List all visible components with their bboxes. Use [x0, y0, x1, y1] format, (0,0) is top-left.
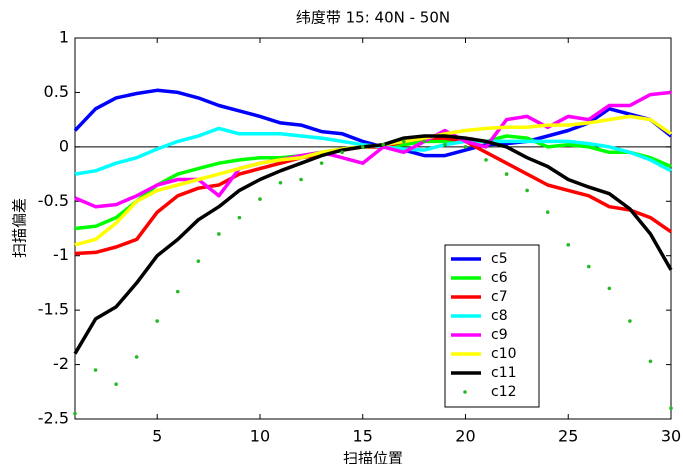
legend-label: c5: [491, 251, 508, 267]
data-point: [525, 188, 529, 193]
legend-marker: [463, 390, 467, 394]
chart-title: 纬度带 15: 40N - 50N: [296, 9, 450, 27]
legend-label: c12: [491, 384, 517, 400]
data-point: [258, 197, 262, 201]
data-point: [175, 289, 180, 294]
series-line: [73, 134, 673, 355]
data-point: [402, 139, 406, 144]
data-point: [628, 319, 632, 323]
data-point: [443, 142, 447, 147]
data-point: [484, 158, 488, 162]
data-point: [607, 286, 612, 291]
legend-box: [444, 244, 540, 408]
y-tick-label: -2.5: [38, 409, 69, 428]
x-tick-label: 25: [558, 427, 578, 446]
legend-label: c7: [491, 289, 508, 305]
x-tick-label: 10: [250, 427, 270, 446]
data-point: [545, 210, 550, 214]
y-tick-label: -1: [53, 245, 69, 264]
y-tick-label: 0: [59, 136, 69, 155]
y-tick-label: -1.5: [38, 300, 69, 319]
legend-label: c11: [491, 365, 517, 381]
x-tick-label: 15: [353, 427, 373, 446]
data-point: [340, 150, 344, 155]
data-point: [586, 264, 591, 269]
legend-label: c8: [491, 308, 508, 324]
data-point: [155, 319, 160, 323]
legend-label: c9: [491, 327, 508, 343]
legend-label: c6: [491, 270, 508, 286]
series-line: [74, 90, 672, 209]
y-axis-label: 扫描偏差: [11, 198, 29, 258]
data-point: [237, 215, 242, 220]
data-point: [463, 145, 468, 149]
x-tick-label: 20: [455, 427, 475, 446]
y-tick-label: -0.5: [38, 191, 69, 210]
x-tick-label: 30: [661, 427, 681, 446]
y-tick-label: 0.5: [44, 82, 69, 101]
legend-label: c10: [491, 346, 517, 362]
y-tick-label: 1: [59, 28, 69, 47]
plot-area: [74, 37, 672, 420]
data-point: [504, 172, 509, 176]
data-point: [648, 359, 653, 364]
data-point: [196, 259, 201, 263]
x-axis-label: 扫描位置: [343, 450, 403, 464]
y-tick-label: -2: [53, 354, 69, 373]
data-point: [422, 139, 427, 144]
data-point: [134, 355, 139, 359]
data-point: [73, 411, 77, 416]
data-point: [93, 368, 98, 372]
data-point: [669, 406, 673, 410]
data-point: [278, 180, 283, 185]
data-point: [566, 243, 571, 247]
data-point: [319, 161, 324, 165]
data-point: [217, 232, 221, 236]
data-point: [299, 177, 303, 182]
data-point: [114, 382, 118, 386]
data-point: [360, 145, 365, 149]
data-point: [381, 142, 386, 147]
x-tick-label: 5: [152, 427, 162, 446]
